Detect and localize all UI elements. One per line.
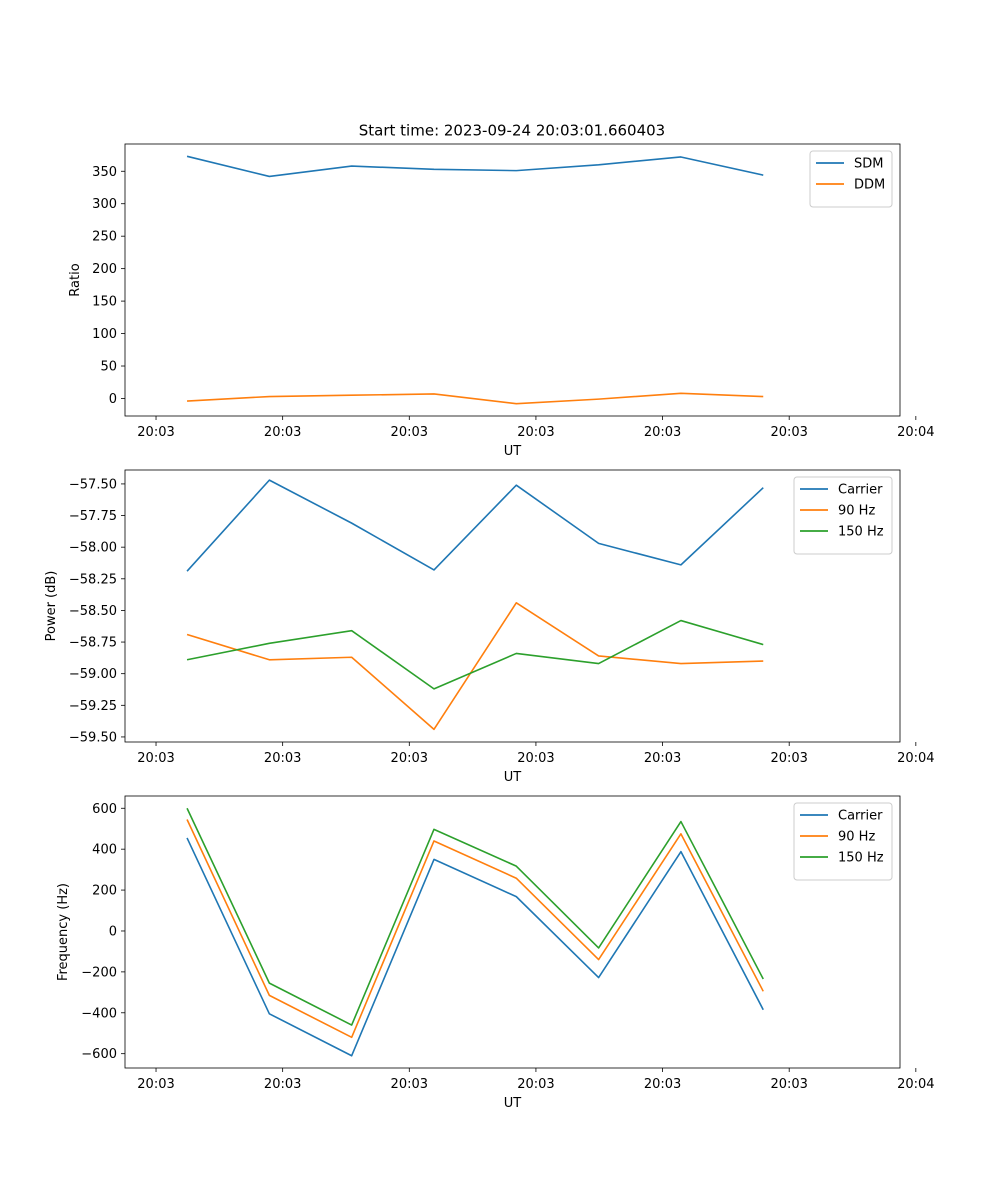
x-tick-label: 20:03 (264, 1077, 301, 1092)
series-line-carrier (186, 837, 764, 1057)
x-axis-label: UT (504, 444, 522, 459)
legend-label: Carrier (838, 483, 883, 498)
y-tick-label: −58.00 (69, 541, 117, 556)
legend-box (793, 802, 893, 881)
y-tick-label: 150 (92, 295, 117, 310)
y-tick-label: −600 (81, 1047, 117, 1062)
plot-2: 20:03 20:03 20:03 20:03 20:03 20:03 20:04 −57.5… (44, 469, 935, 785)
legend-label: 90 Hz (838, 830, 875, 845)
series-line-150-hz (186, 619, 764, 690)
y-tick-label: −200 (81, 965, 117, 980)
x-axis-label: UT (504, 1096, 522, 1111)
legend: Carrier 90 Hz 150 Hz (793, 802, 893, 881)
y-tick-label: −400 (81, 1006, 117, 1021)
y-tick-label: 0 (109, 924, 117, 939)
x-tick-label: 20:04 (897, 1077, 934, 1092)
x-tick-label: 20:03 (517, 751, 554, 766)
y-tick-label: 200 (92, 262, 117, 277)
y-axis-label: Ratio (68, 263, 83, 296)
x-tick-label: 20:03 (137, 1077, 174, 1092)
series-line-90-hz (186, 819, 764, 1039)
legend-box (809, 150, 893, 208)
x-tick-label: 20:03 (391, 425, 428, 440)
x-tick-label: 20:03 (644, 425, 681, 440)
y-tick-label: 300 (92, 197, 117, 212)
y-tick-label: 0 (109, 392, 117, 407)
series-line-90-hz (186, 602, 764, 731)
plot-1-axes-frame (124, 143, 901, 417)
plot-3: 20:03 20:03 20:03 20:03 20:03 20:03 20:04 600 40… (56, 795, 935, 1111)
y-tick-label: −58.75 (69, 636, 117, 651)
series-line-carrier (186, 479, 764, 572)
figure-title: Start time: 2023-09-24 20:03:01.660403 (359, 122, 665, 140)
x-tick-label: 20:03 (137, 425, 174, 440)
x-tick-label: 20:03 (391, 751, 428, 766)
y-tick-label: 50 (100, 360, 117, 375)
plot-2-axes-frame (124, 469, 901, 743)
x-tick-label: 20:03 (391, 1077, 428, 1092)
y-tick-label: −59.50 (69, 730, 117, 745)
x-tick-label: 20:03 (770, 425, 807, 440)
series-line-150-hz (186, 807, 764, 1026)
legend: Carrier 90 Hz 150 Hz (793, 476, 893, 555)
x-tick-label: 20:03 (137, 751, 174, 766)
plot-1: 20:03 20:03 20:03 20:03 20:03 20:03 20:04 0 50 10… (68, 143, 935, 459)
x-tick-label: 20:03 (644, 1077, 681, 1092)
legend-label: DDM (854, 178, 885, 193)
plots-group: 20:03 20:03 20:03 20:03 20:03 20:03 20:04 0 50 10… (44, 143, 935, 1111)
y-tick-label: −59.00 (69, 667, 117, 682)
y-tick-label: −58.25 (69, 572, 117, 587)
x-tick-label: 20:03 (264, 751, 301, 766)
y-tick-label: −57.50 (69, 477, 117, 492)
y-tick-label: −58.50 (69, 604, 117, 619)
y-tick-label: 350 (92, 165, 117, 180)
legend-label: 150 Hz (838, 851, 884, 866)
x-tick-label: 20:04 (897, 751, 934, 766)
plot-3-axes-frame (124, 795, 901, 1069)
series-line-ddm (187, 392, 764, 405)
y-tick-label: −59.25 (69, 699, 117, 714)
legend-label: 150 Hz (838, 525, 884, 540)
legend-box (793, 476, 893, 555)
x-tick-label: 20:03 (264, 425, 301, 440)
y-tick-label: 200 (92, 884, 117, 899)
legend-label: 90 Hz (838, 504, 875, 519)
x-tick-label: 20:04 (897, 425, 934, 440)
x-tick-label: 20:03 (517, 425, 554, 440)
x-axis-label: UT (504, 770, 522, 785)
x-tick-label: 20:03 (770, 751, 807, 766)
y-tick-label: −57.75 (69, 509, 117, 524)
x-tick-label: 20:03 (517, 1077, 554, 1092)
legend-label: SDM (854, 157, 883, 172)
legend-label: Carrier (838, 809, 883, 824)
y-axis-label: Frequency (Hz) (56, 883, 71, 981)
y-tick-label: 100 (92, 327, 117, 342)
x-tick-label: 20:03 (770, 1077, 807, 1092)
series-line-sdm (186, 155, 764, 178)
y-tick-label: 600 (92, 802, 117, 817)
legend: SDM DDM (809, 150, 893, 208)
y-axis-label: Power (dB) (44, 571, 59, 642)
y-tick-label: 400 (92, 843, 117, 858)
x-tick-label: 20:03 (644, 751, 681, 766)
y-tick-label: 250 (92, 230, 117, 245)
